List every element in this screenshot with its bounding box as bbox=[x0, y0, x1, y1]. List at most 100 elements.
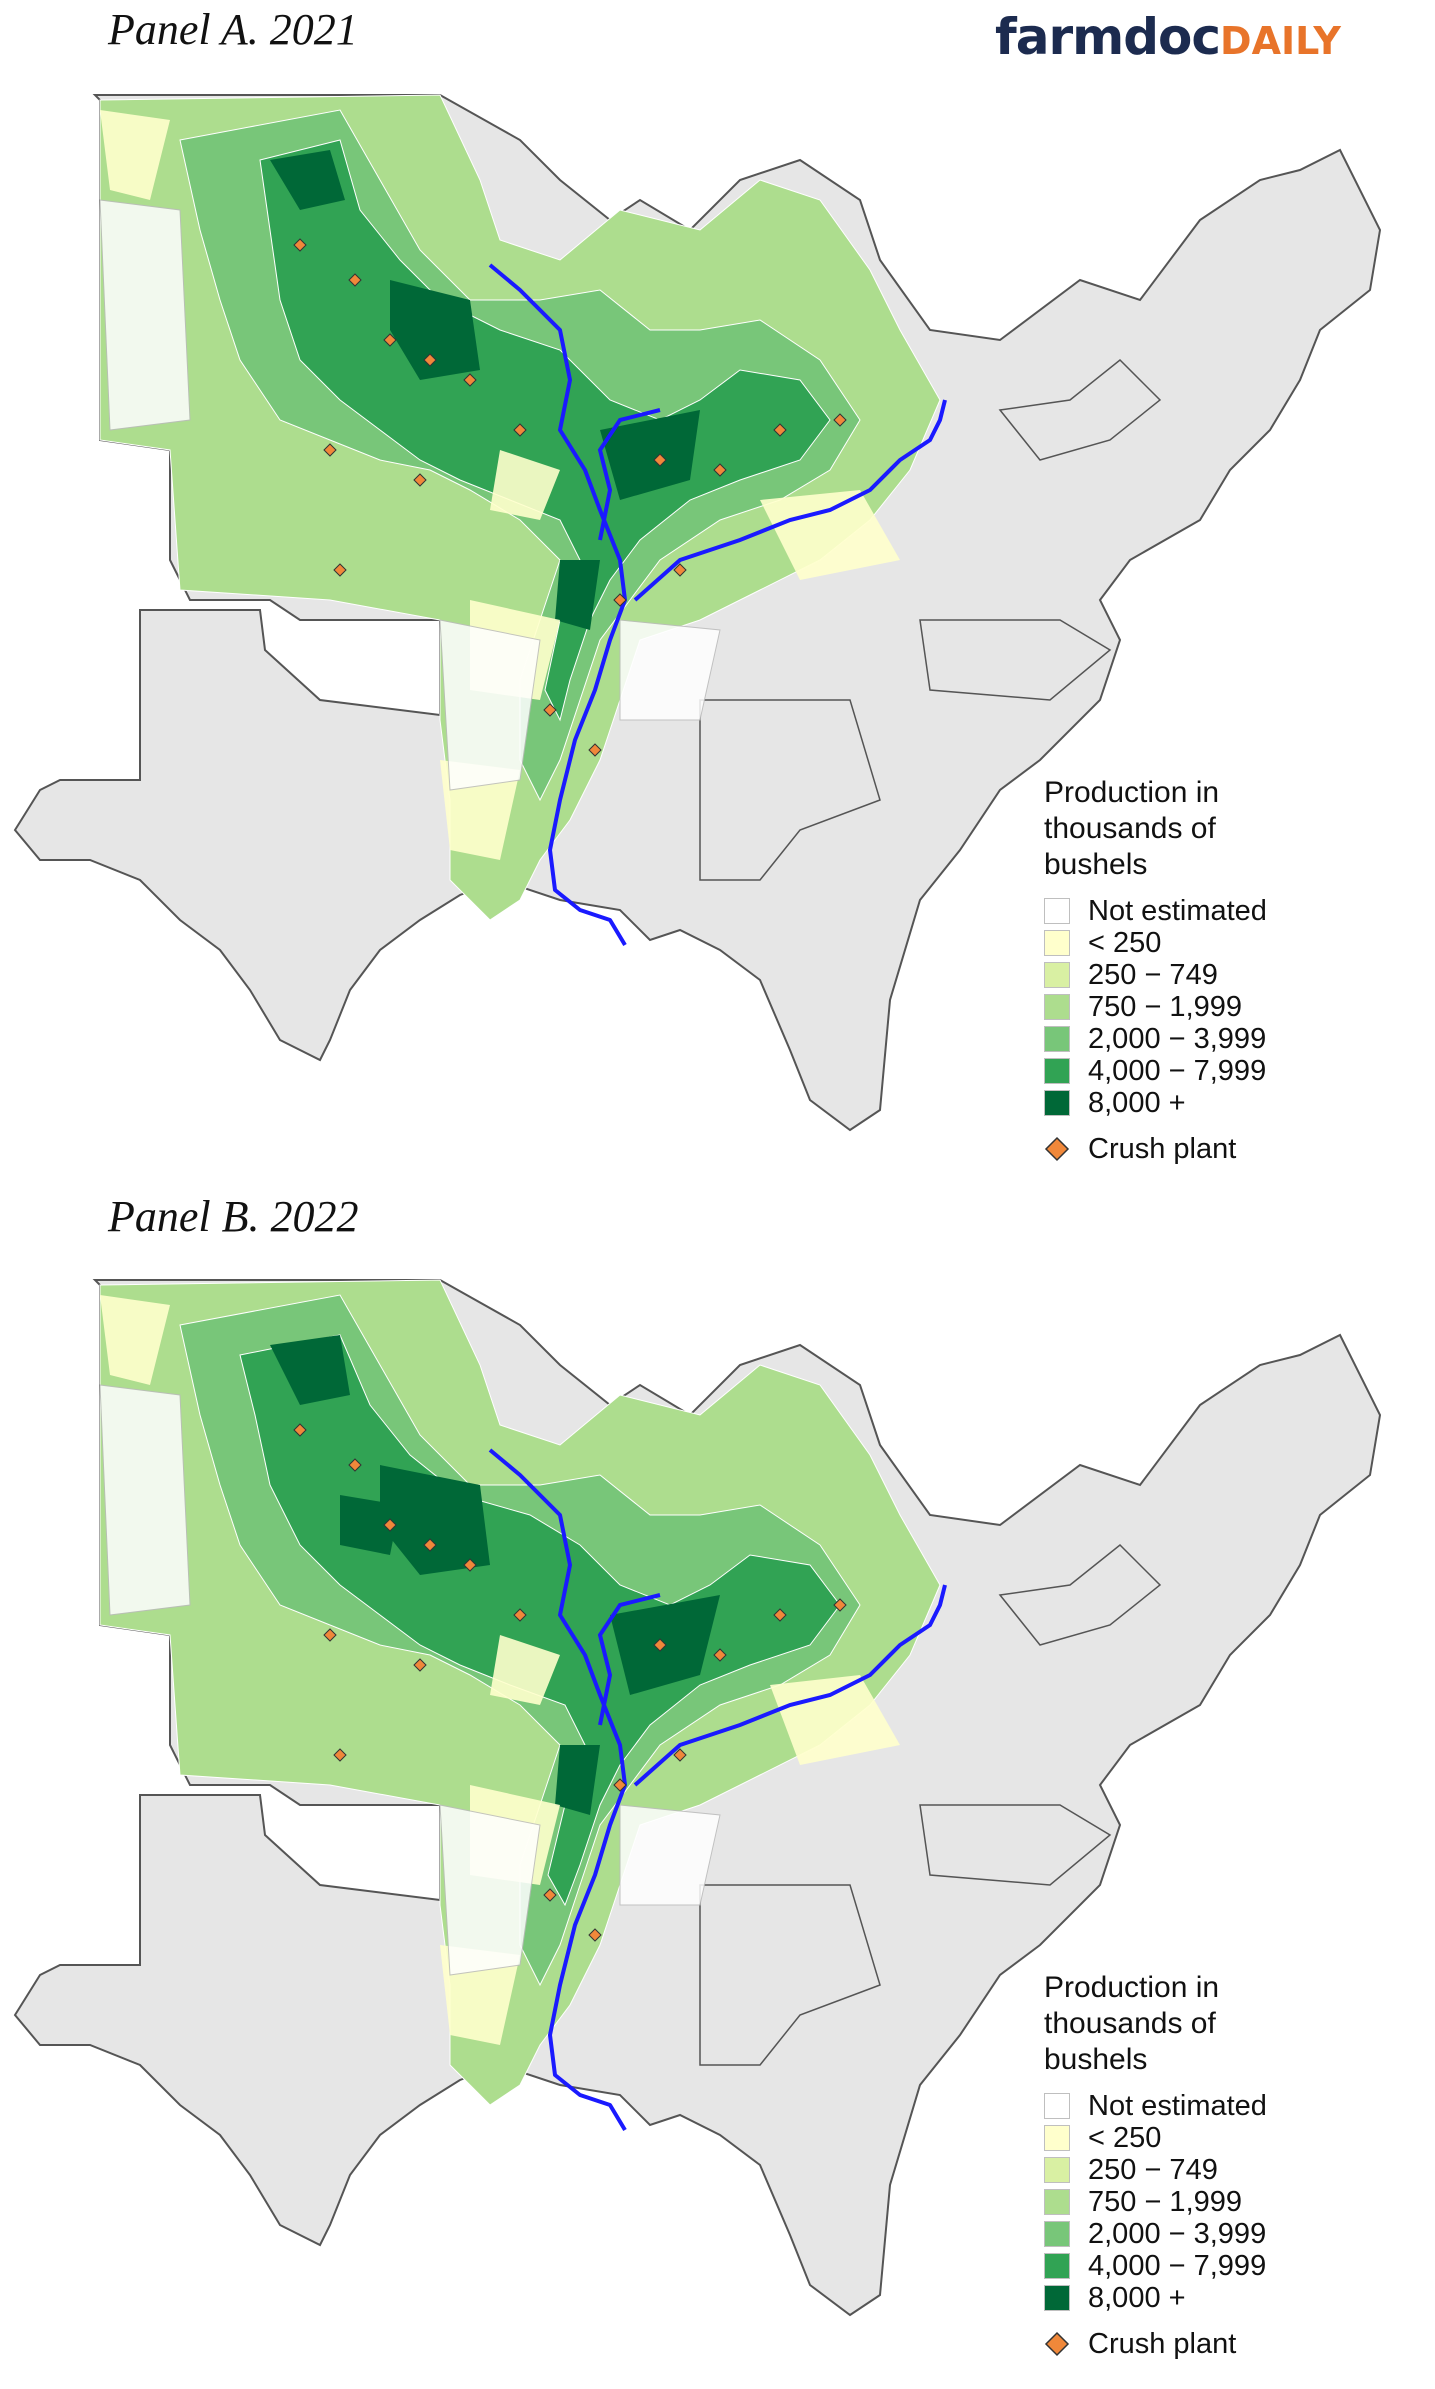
logo-text-daily: DAILY bbox=[1220, 19, 1341, 63]
legend-swatch bbox=[1044, 962, 1070, 988]
crush-plant-icon bbox=[413, 1658, 427, 1672]
legend-label: < 250 bbox=[1088, 926, 1162, 959]
legend-item-lt250: < 250 bbox=[1044, 2122, 1404, 2154]
legend-swatch bbox=[1044, 2125, 1070, 2151]
legend-label: 750 − 1,999 bbox=[1088, 2185, 1243, 2218]
legend-item-250-749: 250 − 749 bbox=[1044, 959, 1404, 991]
legend-item-crush-plant: Crush plant bbox=[1044, 1133, 1404, 1165]
map-legend: Production in thousands of bushels Not e… bbox=[1044, 775, 1404, 1165]
legend-label: Crush plant bbox=[1088, 2327, 1237, 2360]
legend-item-lt250: < 250 bbox=[1044, 927, 1404, 959]
crush-plant-icon bbox=[423, 353, 437, 367]
crush-plant-icon bbox=[773, 423, 787, 437]
legend-item-not-estimated: Not estimated bbox=[1044, 895, 1404, 927]
legend-item-4000-7999: 4,000 − 7,999 bbox=[1044, 1055, 1404, 1087]
mississippi-river bbox=[488, 263, 627, 947]
crush-plant-icon bbox=[348, 273, 362, 287]
illinois-river bbox=[597, 408, 661, 541]
legend-item-750-1999: 750 − 1,999 bbox=[1044, 2186, 1404, 2218]
crush-plant-icon bbox=[423, 1538, 437, 1552]
legend-swatch bbox=[1044, 2189, 1070, 2215]
production-regions bbox=[99, 1279, 941, 2106]
crush-plants bbox=[293, 238, 847, 757]
legend-swatch bbox=[1044, 898, 1070, 924]
legend-swatch bbox=[1044, 2093, 1070, 2119]
legend-label: 4,000 − 7,999 bbox=[1088, 1054, 1267, 1087]
crush-plant-icon bbox=[333, 1748, 347, 1762]
ohio-river bbox=[633, 1584, 947, 1787]
crush-plant-icon bbox=[463, 373, 477, 387]
crush-plant-icon bbox=[653, 1638, 667, 1652]
legend-swatch bbox=[1044, 1026, 1070, 1052]
legend-swatch bbox=[1044, 2253, 1070, 2279]
legend-label: Not estimated bbox=[1088, 2089, 1267, 2122]
panel-title: Panel B. 2022 bbox=[108, 1192, 359, 1241]
farmdoc-daily-logo: farmdoc DAILY bbox=[995, 8, 1425, 78]
crush-plant-icon bbox=[463, 1558, 477, 1572]
legend-label: 4,000 − 7,999 bbox=[1088, 2249, 1267, 2282]
legend-label: 250 − 749 bbox=[1088, 958, 1218, 991]
legend-title: Production in thousands of bushels bbox=[1044, 776, 1220, 881]
ohio-river bbox=[633, 399, 947, 602]
production-regions bbox=[99, 94, 941, 921]
legend-title: Production in thousands of bushels bbox=[1044, 1971, 1220, 2076]
panel-title: Panel A. 2021 bbox=[108, 5, 358, 54]
legend-item-not-estimated: Not estimated bbox=[1044, 2090, 1404, 2122]
legend-item-8000-plus: 8,000 + bbox=[1044, 1087, 1404, 1119]
legend-label: Not estimated bbox=[1088, 894, 1267, 927]
crush-plant-icon bbox=[513, 423, 527, 437]
legend-item-2000-3999: 2,000 − 3,999 bbox=[1044, 2218, 1404, 2250]
crush-plant-icon bbox=[348, 1458, 362, 1472]
crush-plant-icon bbox=[1044, 2331, 1070, 2357]
legend-item-2000-3999: 2,000 − 3,999 bbox=[1044, 1023, 1404, 1055]
legend-item-8000-plus: 8,000 + bbox=[1044, 2282, 1404, 2314]
crush-plant-icon bbox=[413, 473, 427, 487]
legend-swatch bbox=[1044, 994, 1070, 1020]
crush-plant-icon bbox=[833, 413, 847, 427]
crush-plant-icon bbox=[653, 453, 667, 467]
crush-plant-icon bbox=[588, 1928, 602, 1942]
legend-item-750-1999: 750 − 1,999 bbox=[1044, 991, 1404, 1023]
legend-item-4000-7999: 4,000 − 7,999 bbox=[1044, 2250, 1404, 2282]
crush-plant-icon bbox=[713, 463, 727, 477]
map-legend: Production in thousands of bushels Not e… bbox=[1044, 1970, 1404, 2360]
legend-swatch bbox=[1044, 2285, 1070, 2311]
legend-label: < 250 bbox=[1088, 2121, 1162, 2154]
crush-plant-icon bbox=[543, 1888, 557, 1902]
legend-swatch bbox=[1044, 2221, 1070, 2247]
legend-label: 8,000 + bbox=[1088, 2281, 1186, 2314]
mississippi-river bbox=[488, 1448, 627, 2132]
crush-plant-icon bbox=[323, 443, 337, 457]
crush-plant-icon bbox=[673, 1748, 687, 1762]
logo-text-farmdoc: farmdoc bbox=[995, 8, 1221, 66]
legend-label: 8,000 + bbox=[1088, 1086, 1186, 1119]
soybean-production-map bbox=[13, 1279, 1382, 2317]
crush-plant-icon bbox=[383, 333, 397, 347]
crush-plant-icon bbox=[293, 238, 307, 252]
crush-plant-icon bbox=[713, 1648, 727, 1662]
legend-swatch bbox=[1044, 2157, 1070, 2183]
legend-swatch bbox=[1044, 930, 1070, 956]
panel-b: Panel B. 2022 bbox=[0, 1192, 1435, 2389]
crush-plant-icon bbox=[773, 1608, 787, 1622]
crush-plant-icon bbox=[1044, 1136, 1070, 1162]
crush-plant-icon bbox=[333, 563, 347, 577]
panel-a: Panel A. 2021 bbox=[13, 5, 1404, 1165]
legend-item-crush-plant: Crush plant bbox=[1044, 2328, 1404, 2360]
crush-plant-icon bbox=[383, 1518, 397, 1532]
legend-label: 750 − 1,999 bbox=[1088, 990, 1243, 1023]
crush-plant-icon bbox=[673, 563, 687, 577]
crush-plant-icon bbox=[513, 1608, 527, 1622]
crush-plant-icon bbox=[293, 1423, 307, 1437]
legend-item-250-749: 250 − 749 bbox=[1044, 2154, 1404, 2186]
crush-plant-icon bbox=[613, 593, 627, 607]
legend-label: 2,000 − 3,999 bbox=[1088, 2217, 1267, 2250]
legend-swatch bbox=[1044, 1058, 1070, 1084]
crush-plant-icon bbox=[543, 703, 557, 717]
crush-plants bbox=[293, 1423, 847, 1942]
legend-label: Crush plant bbox=[1088, 1132, 1237, 1165]
legend-label: 2,000 − 3,999 bbox=[1088, 1022, 1267, 1055]
legend-swatch bbox=[1044, 1090, 1070, 1116]
crush-plant-icon bbox=[833, 1598, 847, 1612]
crush-plant-icon bbox=[588, 743, 602, 757]
